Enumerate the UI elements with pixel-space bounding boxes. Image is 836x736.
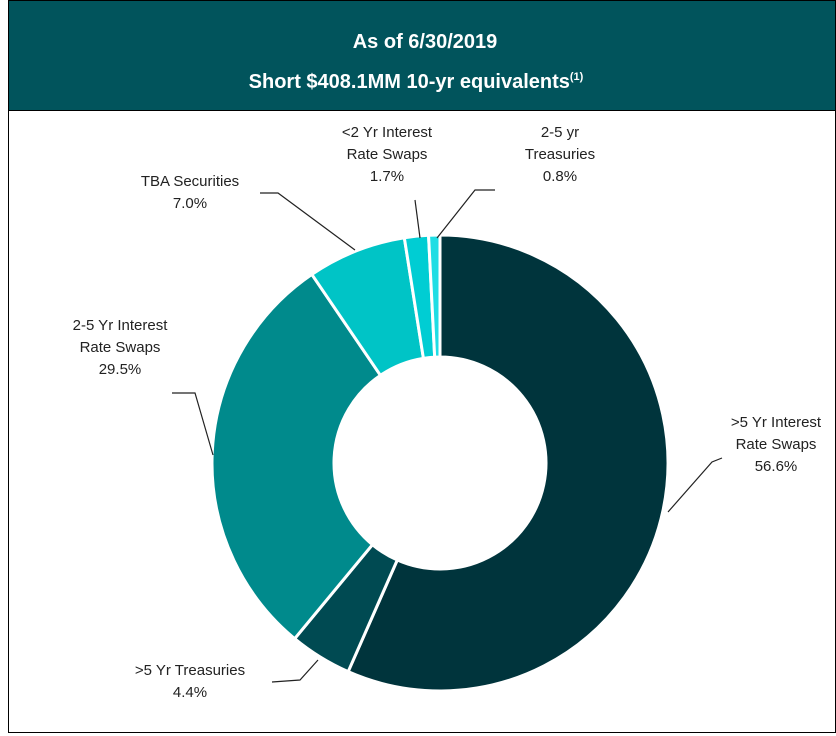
label-line: TBA Securities	[141, 173, 239, 190]
label-line: Rate Swaps	[80, 339, 161, 356]
label-line: Treasuries	[525, 146, 595, 163]
label-line: Rate Swaps	[347, 146, 428, 163]
leader-line	[172, 392, 214, 456]
value-label: 7.0%	[173, 195, 207, 212]
chart-subtitle: Short $408.1MM 10-yr equivalents(1)	[249, 71, 584, 93]
value-label: 0.8%	[543, 168, 577, 185]
slice-label: TBA Securities 7.0%	[141, 173, 239, 212]
leader-line	[271, 659, 319, 683]
slice-label: 2-5 Yr Interest Rate Swaps 29.5%	[73, 317, 169, 378]
label-line: Rate Swaps	[736, 436, 817, 453]
label-line: 2-5 Yr Interest	[73, 317, 169, 334]
label-line: >5 Yr Interest	[731, 414, 822, 431]
leader-line	[436, 189, 495, 239]
label-line: 2-5 yr	[541, 124, 579, 141]
header-band	[8, 0, 836, 111]
value-label: 1.7%	[370, 168, 404, 185]
label-line: <2 Yr Interest	[342, 124, 433, 141]
leader-line	[667, 457, 723, 513]
subtitle-note: (1)	[570, 71, 584, 83]
slice-label: 2-5 yr Treasuries 0.8%	[525, 124, 595, 185]
slice	[346, 233, 670, 693]
label-line: >5 Yr Treasuries	[135, 662, 245, 679]
slice-label: <2 Yr Interest Rate Swaps 1.7%	[342, 124, 433, 185]
slice	[426, 233, 442, 359]
leader-line	[260, 192, 356, 251]
value-label: 29.5%	[99, 361, 142, 378]
chart-title: As of 6/30/2019	[353, 31, 498, 53]
slice	[210, 272, 383, 641]
subtitle-text: Short $408.1MM 10-yr equivalents	[249, 71, 570, 93]
leader-line	[414, 199, 421, 239]
slice-label: >5 Yr Interest Rate Swaps 56.6%	[731, 414, 822, 475]
value-label: 4.4%	[173, 684, 207, 701]
slice-label: >5 Yr Treasuries 4.4%	[135, 662, 245, 701]
value-label: 56.6%	[755, 458, 798, 475]
